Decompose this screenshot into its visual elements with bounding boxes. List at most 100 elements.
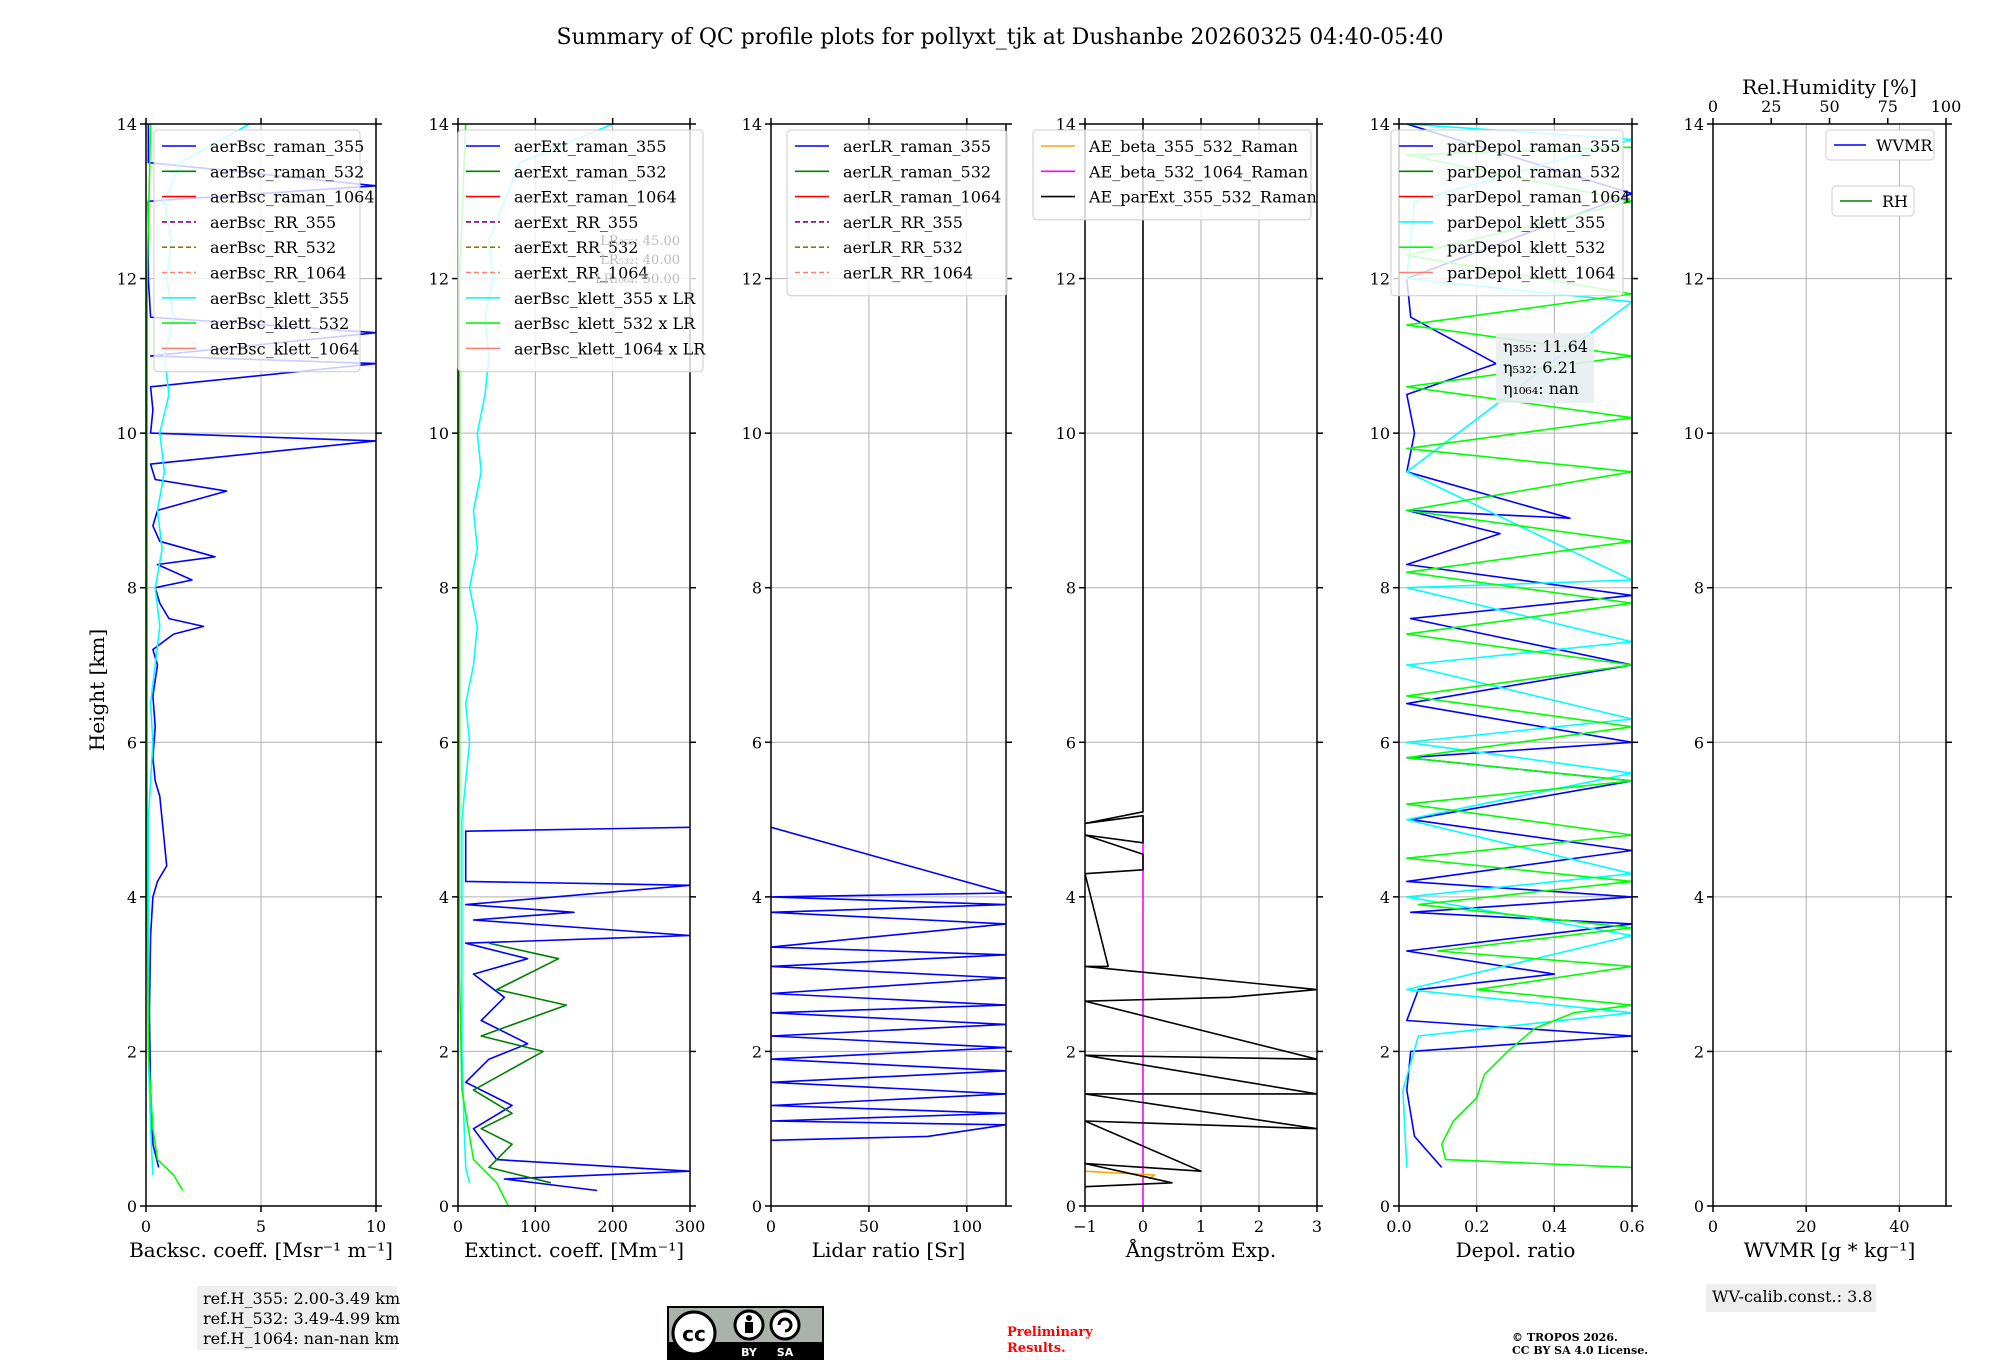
y-tick-label: 8 [127,579,137,598]
series-group [1085,124,1317,1206]
x-axis-label: Backsc. coeff. [Msr⁻¹ m⁻¹] [129,1238,393,1262]
y-tick-label: 14 [1684,115,1704,134]
svg-text:SA: SA [777,1346,794,1359]
legend-label: aerLR_RR_1064 [843,264,973,283]
info-box-bg [197,1286,397,1350]
legend-label: aerExt_RR_532 [514,238,638,257]
legend-bsc: aerBsc_raman_355 aerBsc_raman_532 aerBsc_r… [153,129,375,373]
cc-license-badge: cc BY SA [667,1306,824,1360]
x-tick-label: 300 [675,1217,706,1236]
top-x-tick-label: 0 [1708,97,1718,116]
y-tick-label: 4 [1380,888,1390,907]
legend-box [1825,129,1935,161]
y-tick-label: 10 [1370,424,1390,443]
y-tick-label: 14 [1056,115,1076,134]
y-tick-label: 2 [1380,1042,1390,1061]
series-AE_beta_355_532_Raman [1085,1170,1156,1180]
legend-label: aerBsc_RR_355 [210,213,336,232]
y-tick-label: 10 [1056,424,1076,443]
y-tick-label: 0 [1694,1197,1704,1216]
y-tick-label: 6 [1694,733,1704,752]
legend-label: aerExt_RR_355 [514,213,638,232]
y-tick-label: 4 [439,888,449,907]
legend-label: parDepol_klett_355 [1447,213,1605,232]
legend-dep: parDepol_raman_355 parDepol_raman_532 parD… [1390,129,1631,297]
x-tick-label: 0 [766,1217,776,1236]
y-tick-label: 0 [752,1197,762,1216]
y-tick-label: 0 [1066,1197,1076,1216]
svg-text:BY: BY [741,1346,758,1359]
series-group [771,826,1006,1142]
legend-label: aerBsc_klett_532 x LR [514,314,696,333]
legend-label: aerBsc_klett_1064 x LR [514,339,706,358]
y-tick-label: 14 [1370,115,1390,134]
axes-frame [1398,123,1633,1207]
y-tick-label: 6 [127,733,137,752]
info-box-line: ref.H_532: 3.49-4.99 km [203,1309,400,1328]
top-x-tick-label: 100 [1931,97,1962,116]
x-tick-label: 40 [1889,1217,1909,1236]
y-tick-label: 6 [1380,733,1390,752]
x-axis-label: Depol. ratio [1456,1238,1576,1262]
legend-label: AE_beta_532_1064_Raman [1088,162,1308,181]
y-tick-label: 8 [439,579,449,598]
y-tick-label: 12 [1370,270,1390,289]
legend-label: parDepol_raman_1064 [1447,188,1631,207]
legend-label: aerLR_RR_355 [843,213,963,232]
preliminary-note-line2: Results. [1007,1341,1066,1356]
info-box-wv: WV-calib.const.: 3.8 [1706,1284,1876,1312]
panel-ext: 0 2 4 6 8 10 12 14 0 100 200 300 Extinct. coeff. [Mm… [429,115,707,1262]
legend-label: aerBsc_klett_355 x LR [514,289,696,308]
y-tick-label: 14 [429,115,449,134]
y-tick-label: 6 [752,733,762,752]
x-tick-label: 5 [256,1217,266,1236]
panel-lr: 0 2 4 6 8 10 12 14 0 50 100 Lidar ratio [Sr] aerLR_r… [742,115,1012,1262]
eta-value: η₁₀₆₄: nan [1503,379,1579,398]
x-tick-label: 100 [952,1217,983,1236]
y-tick-label: 12 [429,270,449,289]
figure-title: Summary of QC profile plots for pollyxt_… [556,25,1443,50]
eta-bg [1496,333,1594,403]
y-tick-label: 0 [1380,1197,1390,1216]
x-axis-label: Lidar ratio [Sr] [812,1238,966,1262]
y-tick-label: 8 [752,579,762,598]
panel-dep: 0 2 4 6 8 10 12 14 0.0 0.2 0.4 0.6 Depol. ratio parDe… [1370,115,1645,1262]
x-tick-label: 0 [141,1217,151,1236]
x-tick-label: 3 [1312,1217,1322,1236]
legend-label: aerBsc_raman_355 [210,137,364,156]
x-tick-label: 0.0 [1386,1217,1411,1236]
x-tick-label: 0 [1708,1217,1718,1236]
legend-lr: aerLR_raman_355 aerLR_raman_532 aerLR_rama… [786,129,1008,297]
copyright-line2: CC BY SA 4.0 License. [1512,1344,1648,1357]
legend-label: aerBsc_raman_532 [210,162,364,181]
legend-label: aerBsc_klett_532 [210,314,349,333]
legend-label: AE_beta_355_532_Raman [1088,137,1298,156]
legend-label: RH [1882,192,1908,211]
y-tick-label: 4 [1066,888,1076,907]
y-tick-label: 10 [1684,424,1704,443]
legend-ext: aerExt_raman_355 aerExt_raman_532 aerExt_r… [457,129,706,373]
y-tick-label: 14 [117,115,137,134]
y-tick-label: 10 [429,424,449,443]
x-tick-label: 100 [520,1217,551,1236]
y-tick-label: 6 [1066,733,1076,752]
lidar-ratio-note: LR₅₃₂: 40.00 [600,253,680,268]
x-axis-label: Extinct. coeff. [Mm⁻¹] [464,1238,684,1262]
y-tick-label: 2 [439,1042,449,1061]
legend-box [457,129,704,373]
svg-text:cc: cc [682,1322,706,1346]
legend-box [1032,129,1312,221]
y-tick-label: 6 [439,733,449,752]
axes-frame [1712,123,1947,1207]
axes-frame [457,123,691,1207]
cc-icon [671,1310,717,1356]
info-box-line: ref.H_1064: nan-nan km [203,1329,399,1348]
y-tick-label: 12 [1056,270,1076,289]
y-tick-label: 10 [742,424,762,443]
series-parDepol_raman_355 [1406,124,1632,1168]
y-tick-label: 8 [1694,579,1704,598]
